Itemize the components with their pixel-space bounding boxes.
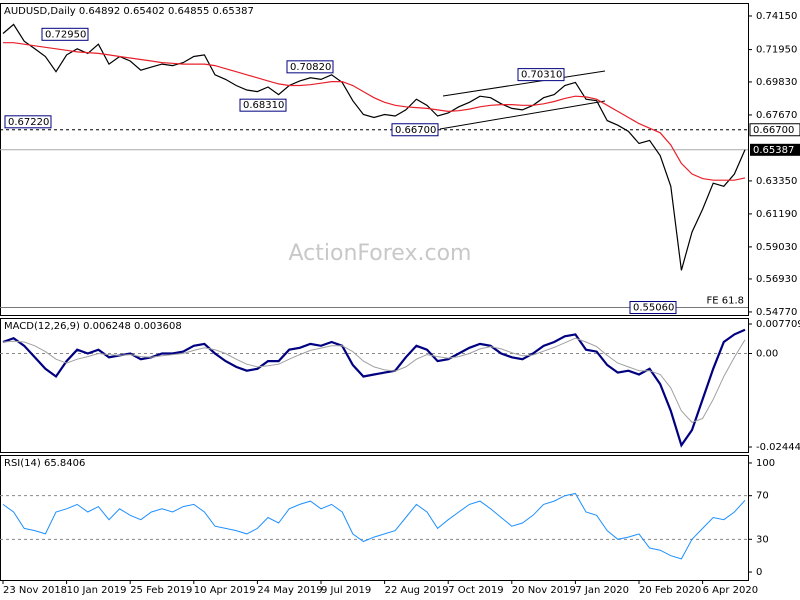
price-annotation	[41, 27, 89, 41]
x-tick-label: 22 Aug 2019	[385, 585, 449, 596]
x-tick-label: 9 Jul 2019	[321, 585, 371, 596]
price-annotation-label: 0.67220	[8, 117, 49, 128]
channel-upper	[442, 70, 606, 97]
panel-border	[0, 455, 749, 581]
series-line	[2, 328, 746, 448]
y-tick-label: 0.56930	[756, 274, 797, 285]
y-tick-label: 0.00	[756, 348, 778, 359]
y-tick-label: 100	[756, 458, 775, 469]
panel-border	[0, 318, 749, 453]
x-tick-label: 7 Oct 2019	[448, 585, 503, 596]
y-tick-label: 0.71950	[756, 45, 797, 56]
x-tick-label: 7 Jan 2020	[575, 585, 629, 596]
price-annotation	[286, 60, 334, 74]
y-tick-label: 0.67670	[756, 110, 797, 121]
price-annotation-label: 0.70820	[290, 62, 331, 73]
price-annotation-label: 0.68310	[243, 100, 284, 111]
x-tick-label: 23 Nov 2018	[3, 585, 67, 596]
y-tick-label: 0.007709	[756, 319, 800, 330]
x-tick-label: 24 May 2019	[257, 585, 322, 596]
y-tick-label: -0.02444	[756, 442, 800, 453]
price-annotation	[239, 98, 287, 112]
x-tick-label: 20 Nov 2019	[512, 585, 576, 596]
series-line	[2, 337, 746, 423]
y-tick-label: 0.59030	[756, 242, 797, 253]
panel-border	[0, 3, 749, 316]
price-annotation-label: 0.55060	[633, 303, 674, 314]
last-price-label: 0.65387	[753, 145, 794, 156]
y-tick-label: 0.61190	[756, 209, 797, 220]
price-annotation	[629, 301, 677, 315]
price-annotation-label: 0.66700	[395, 125, 436, 136]
watermark: ActionForex.com	[289, 241, 472, 266]
price-annotation	[391, 123, 439, 137]
panel-title: MACD(12,26,9) 0.006248 0.003608	[4, 321, 182, 332]
y-tick-label: 0.69830	[756, 77, 797, 88]
last-price-box	[750, 143, 800, 156]
series-line	[2, 492, 746, 560]
y-tick-label: 0	[756, 567, 762, 578]
x-tick-label: 20 Feb 2020	[639, 585, 701, 596]
price-annotation	[4, 115, 52, 129]
y-tick-label: 0.63350	[756, 176, 797, 187]
price-annotation-label: 0.70310	[521, 70, 562, 81]
price-annotation	[517, 68, 565, 82]
y-tick-label: 0.54770	[756, 307, 797, 318]
y-tick-label: 70	[756, 491, 769, 502]
x-tick-label: 10 Jan 2019	[67, 585, 127, 596]
x-tick-label: 6 Apr 2020	[703, 585, 758, 596]
y-tick-label: 30	[756, 534, 769, 545]
x-tick-label: 25 Feb 2019	[130, 585, 192, 596]
series-line	[2, 23, 746, 271]
panel-title: RSI(14) 65.8406	[4, 458, 85, 469]
level-box	[749, 123, 800, 137]
channel-lower	[439, 100, 606, 130]
y-tick-label: 0.74150	[756, 11, 797, 22]
x-tick-label: 10 Apr 2019	[194, 585, 256, 596]
series-line	[3, 42, 746, 181]
price-annotation-label: 0.72950	[45, 29, 86, 40]
fe-label: FE 61.8	[706, 296, 744, 307]
panel-title: AUDUSD,Daily 0.64892 0.65402 0.64855 0.6…	[4, 6, 254, 17]
level-label: 0.66700	[753, 125, 794, 136]
